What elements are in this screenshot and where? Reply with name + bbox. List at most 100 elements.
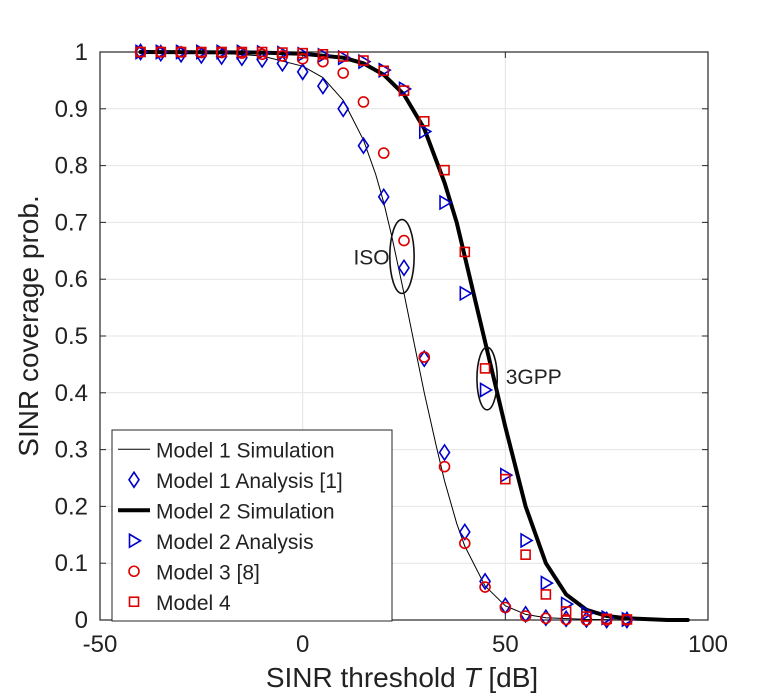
data-point (135, 46, 146, 58)
data-point (540, 589, 552, 600)
data-point (317, 55, 329, 68)
annotation-ellipse-iso (389, 218, 415, 295)
data-point (458, 537, 471, 550)
data-point (357, 136, 370, 155)
legend-entry-model-1-simulation: Model 1 Simulation (118, 439, 335, 462)
data-point (155, 46, 167, 58)
y-tick-label: 0.5 (55, 323, 88, 350)
y-tick-label: 0.6 (55, 266, 88, 293)
y-tick-label: 0.3 (55, 437, 88, 464)
data-point (479, 572, 492, 591)
series-layer (134, 43, 690, 629)
legend: Model 1 Simulation Model 1 Analysis [1] Mo… (111, 429, 393, 622)
data-point (438, 460, 451, 473)
y-tick-label: 1 (75, 39, 88, 66)
data-point (216, 46, 227, 58)
data-point (520, 549, 531, 560)
legend-marker-swatch (128, 565, 140, 578)
data-point (358, 55, 369, 66)
x-axis-label-unit: [dB] (481, 662, 539, 693)
legend-box (111, 429, 393, 622)
data-point (398, 258, 410, 277)
legend-entry-model-3-8: Model 3 [8] (128, 561, 260, 584)
x-axis-label-main: SINR threshold (266, 662, 464, 693)
data-point (236, 46, 248, 58)
legend-entry-model-2-analysis: Model 2 Analysis (128, 531, 314, 554)
annotation-label-3gpp: 3GPP (506, 366, 562, 389)
y-tick-label: 0 (75, 607, 88, 634)
y-tick-label: 0.4 (55, 380, 88, 407)
data-point (418, 123, 433, 140)
data-point (520, 532, 534, 549)
data-point (500, 473, 511, 485)
y-tick-label: 0.7 (55, 209, 88, 236)
data-point (378, 65, 390, 77)
data-point (377, 187, 390, 206)
data-point (439, 194, 453, 211)
x-tick-label: -50 (83, 631, 118, 658)
data-point (459, 246, 471, 258)
data-point (256, 46, 268, 58)
legend-marker-swatch (128, 596, 140, 608)
data-point (175, 46, 187, 58)
data-point (581, 611, 592, 622)
data-point (458, 523, 471, 541)
data-point (560, 613, 572, 626)
data-point (418, 349, 431, 368)
legend-label: Model 2 Analysis (156, 531, 314, 554)
data-point (235, 48, 248, 67)
data-point (316, 77, 329, 96)
data-point (337, 99, 350, 118)
data-point (296, 62, 309, 81)
data-point (398, 234, 410, 247)
legend-marker-swatch (128, 532, 143, 549)
data-point (479, 581, 491, 593)
x-axis-label: SINR threshold T [dB] (266, 662, 538, 693)
data-point (196, 46, 207, 58)
data-point (317, 48, 329, 60)
legend-label: Model 1 Simulation (156, 439, 335, 462)
data-point (459, 285, 473, 302)
data-point (377, 147, 390, 159)
data-point (499, 601, 512, 614)
annotation-label-iso: ISO (353, 246, 389, 269)
annotation-ellipse-3gpp (476, 346, 499, 411)
data-point (479, 382, 494, 398)
series-model-4 (135, 46, 633, 625)
y-tick-label: 0.1 (55, 550, 88, 577)
data-point (540, 612, 552, 625)
series-line (138, 50, 690, 622)
series-model-1-simulation (140, 51, 628, 621)
data-point (357, 96, 370, 108)
legend-marker-swatch (128, 470, 140, 489)
data-point (540, 575, 554, 591)
legend-entry-model-1-analysis-1: Model 1 Analysis [1] (128, 470, 343, 493)
data-point (276, 54, 289, 73)
data-point (297, 47, 308, 59)
data-point (439, 164, 450, 176)
series-model-2-simulation (138, 50, 690, 622)
y-tick-label: 0.8 (55, 153, 88, 180)
y-axis-label: SINR coverage prob. (13, 195, 44, 456)
data-point (601, 613, 612, 625)
data-point (621, 614, 633, 625)
legend-label: Model 2 Simulation (156, 500, 335, 523)
x-tick-label: 0 (296, 631, 309, 658)
legend-entry-model-4: Model 4 (128, 592, 231, 615)
x-tick-label: 50 (492, 631, 519, 658)
data-point (418, 115, 430, 127)
data-point (277, 47, 288, 58)
legend-entry-model-2-simulation: Model 2 Simulation (118, 500, 335, 523)
y-tick-label: 0.2 (55, 493, 88, 520)
data-point (418, 351, 431, 363)
data-point (398, 85, 410, 96)
legend-label: Model 3 [8] (156, 561, 260, 584)
data-point (479, 363, 491, 374)
data-point (560, 606, 572, 617)
legend-label: Model 1 Analysis [1] (156, 470, 343, 493)
data-point (438, 443, 451, 462)
y-tick-label: 0.9 (55, 96, 88, 123)
data-point (296, 53, 309, 65)
